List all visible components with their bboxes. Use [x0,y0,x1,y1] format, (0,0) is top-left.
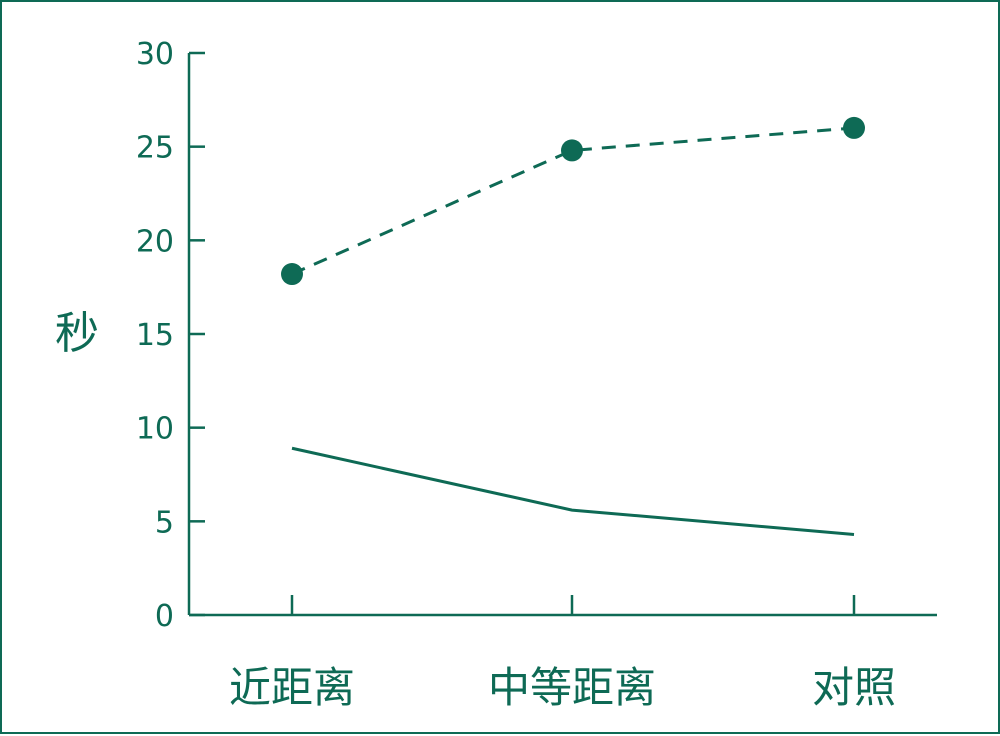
x-ticks: 近距离 中等距离 对照 [229,595,896,712]
x-tick-label-2: 对照 [812,663,896,712]
series-group [281,116,865,536]
y-tick-label-5: 25 [136,131,174,166]
series-0-point-1 [561,139,583,162]
y-tick-label-3: 15 [136,318,174,353]
y-tick-label-0: 0 [155,599,174,634]
y-tick-label-2: 10 [136,412,174,447]
y-tick-label-6: 30 [136,37,174,72]
y-tick-label-1: 5 [155,505,174,540]
series-0-point-2 [843,116,865,139]
x-tick-label-0: 近距离 [229,663,355,712]
series-0-point-0 [281,263,303,286]
series-line-1 [291,446,855,536]
series-line-0 [291,126,855,276]
y-axis-label: 秒 [55,308,99,359]
y-tick-label-4: 20 [136,224,174,259]
y-ticks: 0 5 10 15 20 25 30 [136,37,205,634]
x-tick-label-1: 中等距离 [488,663,656,712]
